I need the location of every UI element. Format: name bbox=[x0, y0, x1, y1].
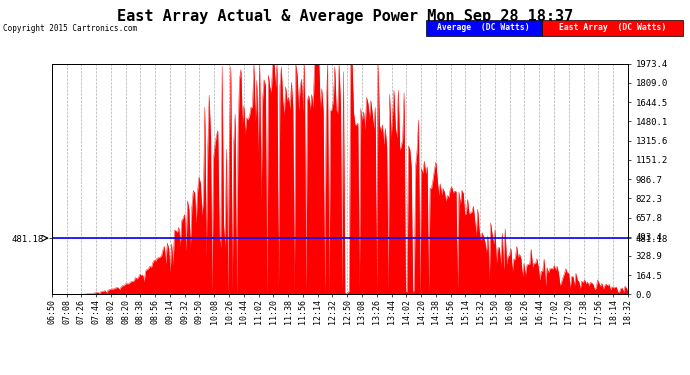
Text: East Array Actual & Average Power Mon Sep 28 18:37: East Array Actual & Average Power Mon Se… bbox=[117, 9, 573, 24]
Text: Average  (DC Watts): Average (DC Watts) bbox=[437, 23, 530, 32]
Text: East Array  (DC Watts): East Array (DC Watts) bbox=[559, 23, 666, 32]
Text: Copyright 2015 Cartronics.com: Copyright 2015 Cartronics.com bbox=[3, 24, 137, 33]
